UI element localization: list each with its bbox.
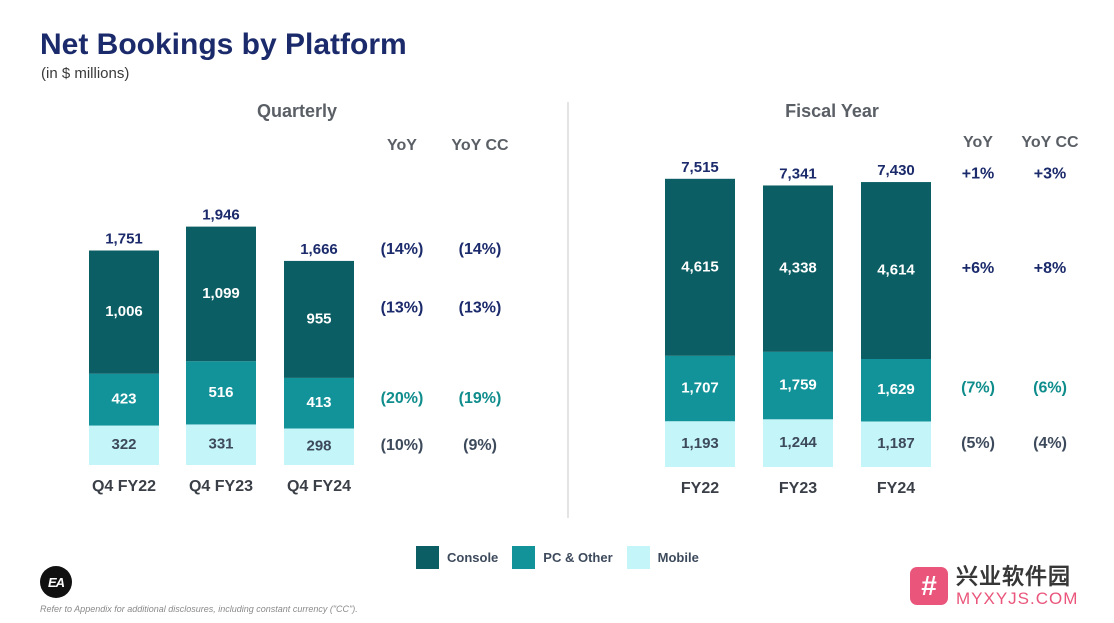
legend-swatch-pc-other — [512, 546, 536, 569]
quarterly-bar-pc-other-q4-fy23 — [186, 361, 256, 425]
fiscal-year-bar-console-fy24 — [861, 182, 931, 360]
quarterly-label-pc-other-q4-fy23: 516 — [208, 384, 233, 401]
fiscal-year-bar-console-fy22 — [665, 178, 735, 356]
page-title: Net Bookings by Platform — [40, 28, 407, 61]
fiscal-year-label-mobile-fy24: 1,187 — [877, 435, 915, 452]
quarterly-yoy-console-yoy-cc: (13%) — [459, 300, 502, 317]
quarterly-yoy-console-yoy: (13%) — [381, 300, 424, 317]
fiscal-year-yoy-total-yoy: +1% — [962, 166, 994, 183]
legend-swatch-mobile — [626, 546, 650, 569]
quarterly-yoy-total-yoy: (14%) — [381, 241, 424, 258]
quarterly-yoy-pc-other-yoy: (20%) — [381, 390, 424, 407]
quarterly-bar-mobile-q4-fy24 — [284, 428, 354, 465]
legend-item-console: Console — [416, 546, 498, 569]
fiscal-year-category-fy22: FY22 — [681, 480, 719, 497]
fiscal-year-total-fy23: 7,341 — [779, 165, 817, 182]
quarterly-header-yoy-cc: YoY CC — [451, 137, 509, 154]
quarterly-label-mobile-q4-fy22: 322 — [111, 436, 136, 453]
fiscal-year-yoy-total-yoy-cc: +3% — [1034, 166, 1066, 183]
fiscal-year-total-fy22: 7,515 — [681, 159, 719, 176]
quarterly-yoy-pc-other-yoy-cc: (19%) — [459, 390, 502, 407]
fiscal-year-total-fy24: 7,430 — [877, 162, 915, 179]
quarterly-bar-mobile-q4-fy22 — [89, 425, 159, 465]
quarterly-category-q4-fy22: Q4 FY22 — [92, 478, 156, 495]
legend-label-pc-other: PC & Other — [543, 550, 613, 565]
fiscal-year-yoy-console-yoy: +6% — [962, 260, 994, 277]
legend-label-mobile: Mobile — [657, 550, 699, 565]
page-subtitle: (in $ millions) — [41, 65, 130, 82]
quarterly-label-console-q4-fy22: 1,006 — [105, 303, 143, 320]
fiscal-year-yoy-mobile-yoy: (5%) — [961, 435, 995, 452]
fiscal-year-label-pc-other-fy24: 1,629 — [877, 381, 915, 398]
fiscal-year-category-fy24: FY24 — [877, 480, 915, 497]
quarterly-label-mobile-q4-fy24: 298 — [306, 438, 331, 455]
chart-legend: Console PC & Other Mobile — [416, 546, 699, 569]
quarterly-total-q4-fy23: 1,946 — [202, 207, 240, 224]
fiscal-year-header-yoy-cc: YoY CC — [1021, 134, 1079, 151]
fiscal-year-label-console-fy22: 4,615 — [681, 258, 719, 275]
fiscal-year-bar-mobile-fy22 — [665, 421, 735, 467]
fiscal-year-title: Fiscal Year — [785, 101, 879, 121]
fiscal-year-label-console-fy24: 4,614 — [877, 262, 915, 279]
quarterly-yoy-total-yoy-cc: (14%) — [459, 241, 502, 258]
fiscal-year-yoy-pc-other-yoy: (7%) — [961, 379, 995, 396]
section-divider — [567, 102, 569, 518]
quarterly-label-pc-other-q4-fy24: 413 — [306, 394, 331, 411]
quarterly-category-q4-fy24: Q4 FY24 — [287, 478, 351, 495]
quarterly-header-yoy: YoY — [387, 137, 417, 154]
quarterly-bar-pc-other-q4-fy24 — [284, 377, 354, 429]
fiscal-year-bar-pc-other-fy22 — [665, 355, 735, 422]
fiscal-year-header-yoy: YoY — [963, 134, 993, 151]
quarterly-label-pc-other-q4-fy22: 423 — [111, 391, 136, 408]
quarterly-bar-console-q4-fy22 — [89, 250, 159, 374]
quarterly-label-console-q4-fy23: 1,099 — [202, 285, 240, 302]
quarterly-bar-console-q4-fy23 — [186, 226, 256, 362]
watermark: # 兴业软件园 MYXYJS.COM — [910, 563, 1105, 609]
legend-item-mobile: Mobile — [626, 546, 699, 569]
fiscal-year-bar-mobile-fy23 — [763, 419, 833, 467]
quarterly-yoy-mobile-yoy-cc: (9%) — [463, 437, 497, 454]
fiscal-year-label-mobile-fy22: 1,193 — [681, 435, 719, 452]
watermark-text-cn: 兴业软件园 — [956, 563, 1072, 589]
quarterly-label-mobile-q4-fy23: 331 — [208, 436, 233, 453]
fiscal-year-label-pc-other-fy23: 1,759 — [779, 377, 817, 394]
quarterly-total-q4-fy22: 1,751 — [105, 230, 143, 247]
fiscal-year-yoy-mobile-yoy-cc: (4%) — [1033, 435, 1067, 452]
fiscal-year-bar-mobile-fy24 — [861, 421, 931, 467]
fiscal-year-label-mobile-fy23: 1,244 — [779, 434, 817, 451]
quarterly-bar-console-q4-fy24 — [284, 260, 354, 378]
watermark-text-en: MYXYJS.COM — [956, 588, 1079, 608]
legend-swatch-console — [416, 546, 439, 569]
fiscal-year-yoy-pc-other-yoy-cc: (6%) — [1033, 379, 1067, 396]
quarterly-category-q4-fy23: Q4 FY23 — [189, 478, 253, 495]
quarterly-yoy-mobile-yoy: (10%) — [381, 437, 424, 454]
fiscal-year-bar-pc-other-fy23 — [763, 351, 833, 420]
quarterly-bar-pc-other-q4-fy22 — [89, 373, 159, 426]
footnote: Refer to Appendix for additional disclos… — [40, 604, 358, 614]
quarterly-title: Quarterly — [257, 101, 337, 121]
watermark-text: 兴业软件园 MYXYJS.COM — [956, 563, 1079, 608]
fiscal-year-yoy-console-yoy-cc: +8% — [1034, 260, 1066, 277]
legend-label-console: Console — [447, 550, 499, 565]
quarterly-total-q4-fy24: 1,666 — [300, 241, 338, 258]
fiscal-year-category-fy23: FY23 — [779, 480, 817, 497]
legend-item-pc-other: PC & Other — [512, 546, 613, 569]
quarterly-bar-mobile-q4-fy23 — [186, 424, 256, 465]
watermark-hash-icon: # — [910, 567, 948, 605]
quarterly-label-console-q4-fy24: 955 — [306, 310, 331, 327]
fiscal-year-bar-pc-other-fy24 — [861, 359, 931, 422]
fiscal-year-bar-console-fy23 — [763, 185, 833, 352]
fiscal-year-label-pc-other-fy22: 1,707 — [681, 379, 719, 396]
ea-logo: EA — [40, 566, 72, 598]
fiscal-year-label-console-fy23: 4,338 — [779, 260, 817, 277]
